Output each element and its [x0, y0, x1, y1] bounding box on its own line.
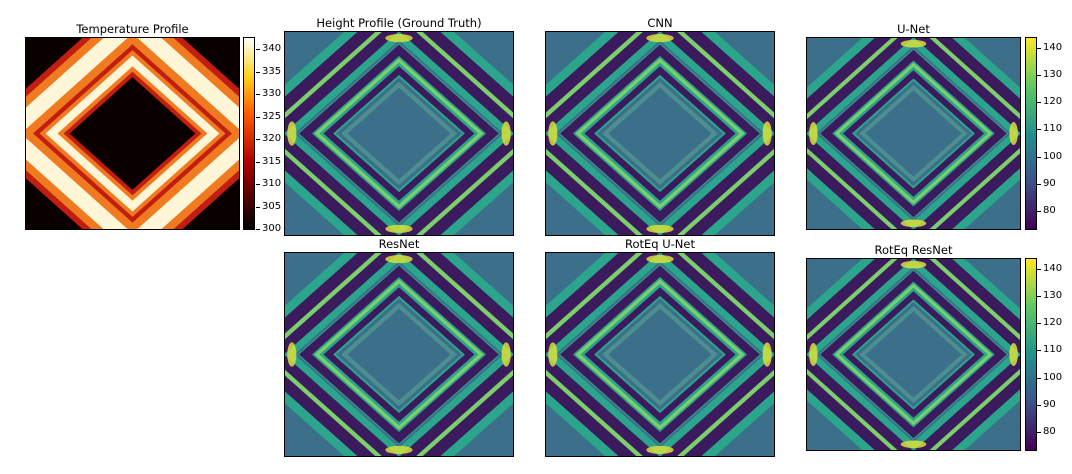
roteq-resnet-title: RotEq ResNet — [874, 243, 953, 257]
height-tick-top: 80 — [1037, 205, 1056, 216]
height-tick-bottom: 140 — [1036, 263, 1063, 274]
unet-image — [806, 37, 1021, 230]
temperature-title: Temperature Profile — [76, 22, 189, 36]
temperature-tick: 300 — [255, 223, 282, 234]
temperature-tick: 315 — [255, 156, 282, 167]
height-tick-top: 100 — [1036, 151, 1063, 162]
height-colorbar-bottom — [1025, 258, 1037, 451]
height-tick-bottom: 100 — [1036, 372, 1063, 383]
unet-title: U-Net — [897, 22, 930, 36]
height-tick-top: 120 — [1036, 96, 1063, 107]
height-colorbar-top — [1025, 37, 1037, 230]
resnet-image — [284, 252, 514, 457]
ground-truth-image — [284, 31, 514, 236]
roteq-resnet-image — [806, 258, 1021, 451]
height-tick-bottom: 80 — [1037, 426, 1056, 437]
temperature-tick: 330 — [255, 88, 282, 99]
height-tick-top: 90 — [1037, 178, 1056, 189]
height-tick-top: 110 — [1036, 123, 1063, 134]
ground-truth-title: Height Profile (Ground Truth) — [316, 16, 482, 30]
temperature-tick: 340 — [255, 43, 282, 54]
resnet-title: ResNet — [378, 237, 420, 251]
temperature-tick: 310 — [255, 178, 282, 189]
temperature-tick: 320 — [255, 133, 282, 144]
roteq-unet-image — [545, 252, 775, 457]
height-tick-bottom: 110 — [1036, 344, 1063, 355]
height-tick-top: 130 — [1036, 69, 1063, 80]
cnn-title: CNN — [647, 16, 673, 30]
height-tick-top: 140 — [1036, 42, 1063, 53]
height-tick-bottom: 120 — [1036, 317, 1063, 328]
height-tick-bottom: 130 — [1036, 290, 1063, 301]
height-tick-bottom: 90 — [1037, 399, 1056, 410]
temperature-tick: 305 — [255, 201, 282, 212]
temperature-colorbar — [243, 37, 255, 230]
temperature-image — [25, 37, 240, 230]
temperature-tick: 325 — [255, 111, 282, 122]
roteq-unet-title: RotEq U-Net — [625, 237, 695, 251]
temperature-tick: 335 — [255, 66, 282, 77]
cnn-image — [545, 31, 775, 236]
